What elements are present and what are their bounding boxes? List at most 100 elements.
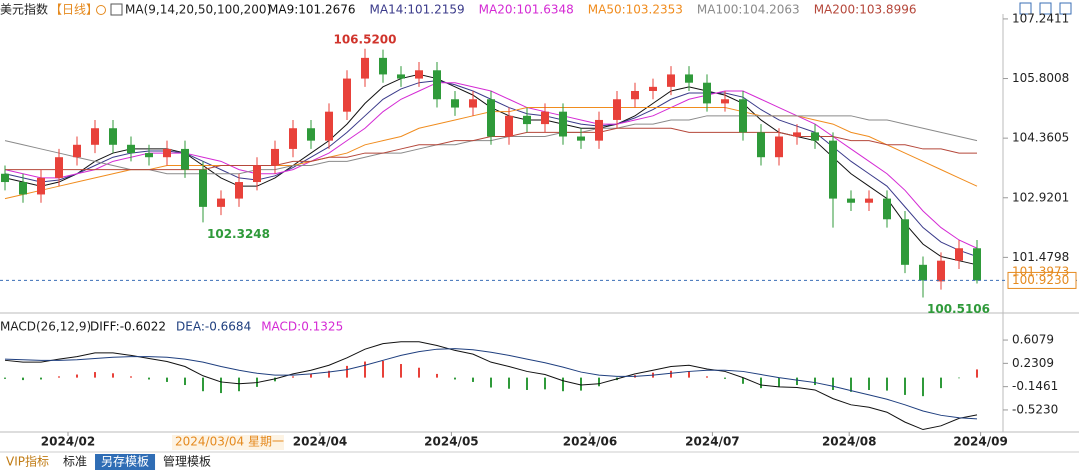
macd-bar [454,377,456,380]
x-tick-label: 2024/08 [822,435,876,449]
candle-body [919,264,927,281]
macd-bar [706,376,708,378]
macd-bar [22,377,24,381]
candle-body [955,248,963,261]
macd-bar [778,377,780,387]
x-tick-label: 2024/06 [563,435,617,449]
macd-bar [688,371,690,378]
legend-entry: DIFF:-0.6022 [90,320,166,334]
macd-bar [598,377,600,387]
candle-body [577,136,585,141]
legend-entry: MA9:101.2676 [268,3,356,17]
macd-bar [292,376,294,378]
macd-bar [742,377,744,384]
y-tick-label: 102.9201 [1012,190,1069,204]
macd-bar [976,369,978,378]
tab-bg [95,454,156,470]
ma-params: MA(9,14,20,50,100,200) [125,3,271,17]
macd-bar [436,373,438,378]
candle-body [307,128,315,141]
tab[interactable]: 管理模板 [163,454,211,469]
candle-body [109,128,117,145]
macd-bar [544,377,546,390]
candle-body [163,148,171,158]
candle-body [721,99,729,104]
candle-body [685,74,693,83]
x-tick-label: 2024/04 [293,435,347,449]
macd-bar [940,377,942,389]
y-tick-label: 0.6079 [1012,333,1054,347]
candle-body [793,132,801,137]
macd-bar [958,377,960,379]
candle-body [343,78,351,112]
candle-body [1,173,9,183]
price-box [1007,271,1077,289]
macd-bar [400,364,402,378]
candle-body [91,128,99,145]
candle-body [739,99,747,133]
candle-body [73,144,81,158]
tab[interactable]: 另存模板 [101,455,149,469]
icon[interactable] [110,3,123,16]
candle-body [199,169,207,207]
candle-body [37,177,45,195]
window-icons [1019,2,1072,15]
ma-line [4,341,978,431]
legend-entry: MACD:0.1325 [261,320,343,334]
icon[interactable] [1039,2,1052,15]
macd-bar [310,373,312,378]
candle-body [649,86,657,91]
macd-bar [328,370,330,378]
legend-entry: MA50:103.2353 [588,3,683,17]
macd-bar [4,377,6,379]
candle-body [415,70,423,79]
price-label: 100.9230 [1012,273,1069,287]
macd-bar [670,370,672,378]
icon[interactable] [96,5,106,15]
y-tick-label: 101.4798 [1012,250,1069,264]
icon[interactable] [1019,2,1032,15]
icon[interactable] [1059,2,1072,15]
candle-body [811,132,819,141]
legend-entry: DEA:-0.6684 [176,320,251,334]
candle-body [235,182,243,199]
macd-bar [814,377,816,386]
candle-body [145,153,153,158]
macd-bar [274,377,276,382]
tab[interactable]: 标准 [63,455,87,469]
candle-body [361,57,369,79]
candle-body [217,198,225,207]
macd-bar [202,377,204,392]
legend-entry: MA14:101.2159 [370,3,465,17]
macd-bar [922,377,924,397]
high-label: 106.5200 [333,32,396,46]
low-label: 102.3248 [207,227,270,241]
macd-bar [760,377,762,389]
macd-bar [94,372,96,378]
candle-body [289,128,297,149]
tab[interactable]: VIP指标 [6,454,49,469]
legend-entry: MA20:101.6348 [479,3,574,17]
x-tick-label: 2024/07 [685,435,739,449]
macd-bar [382,360,384,378]
macd-bar [886,377,888,391]
crosshair-label: 2024/03/04 星期一 [175,435,284,449]
y-tick-label: 104.3605 [1012,131,1069,145]
candle-body [127,144,135,154]
macd-bar [58,376,60,378]
candle-body [559,111,567,137]
candle-body [505,115,513,137]
macd-bar [526,377,528,390]
macd-bar [796,377,798,386]
candle-body [19,182,27,195]
candle-body [829,140,837,199]
macd-bar [76,374,78,378]
macd-bar [220,377,222,394]
macd-bar [166,377,168,382]
candle-body [55,157,63,178]
macd-bar [850,377,852,392]
candle-body [451,99,459,108]
y-tick-label: 0.2309 [1012,356,1054,370]
